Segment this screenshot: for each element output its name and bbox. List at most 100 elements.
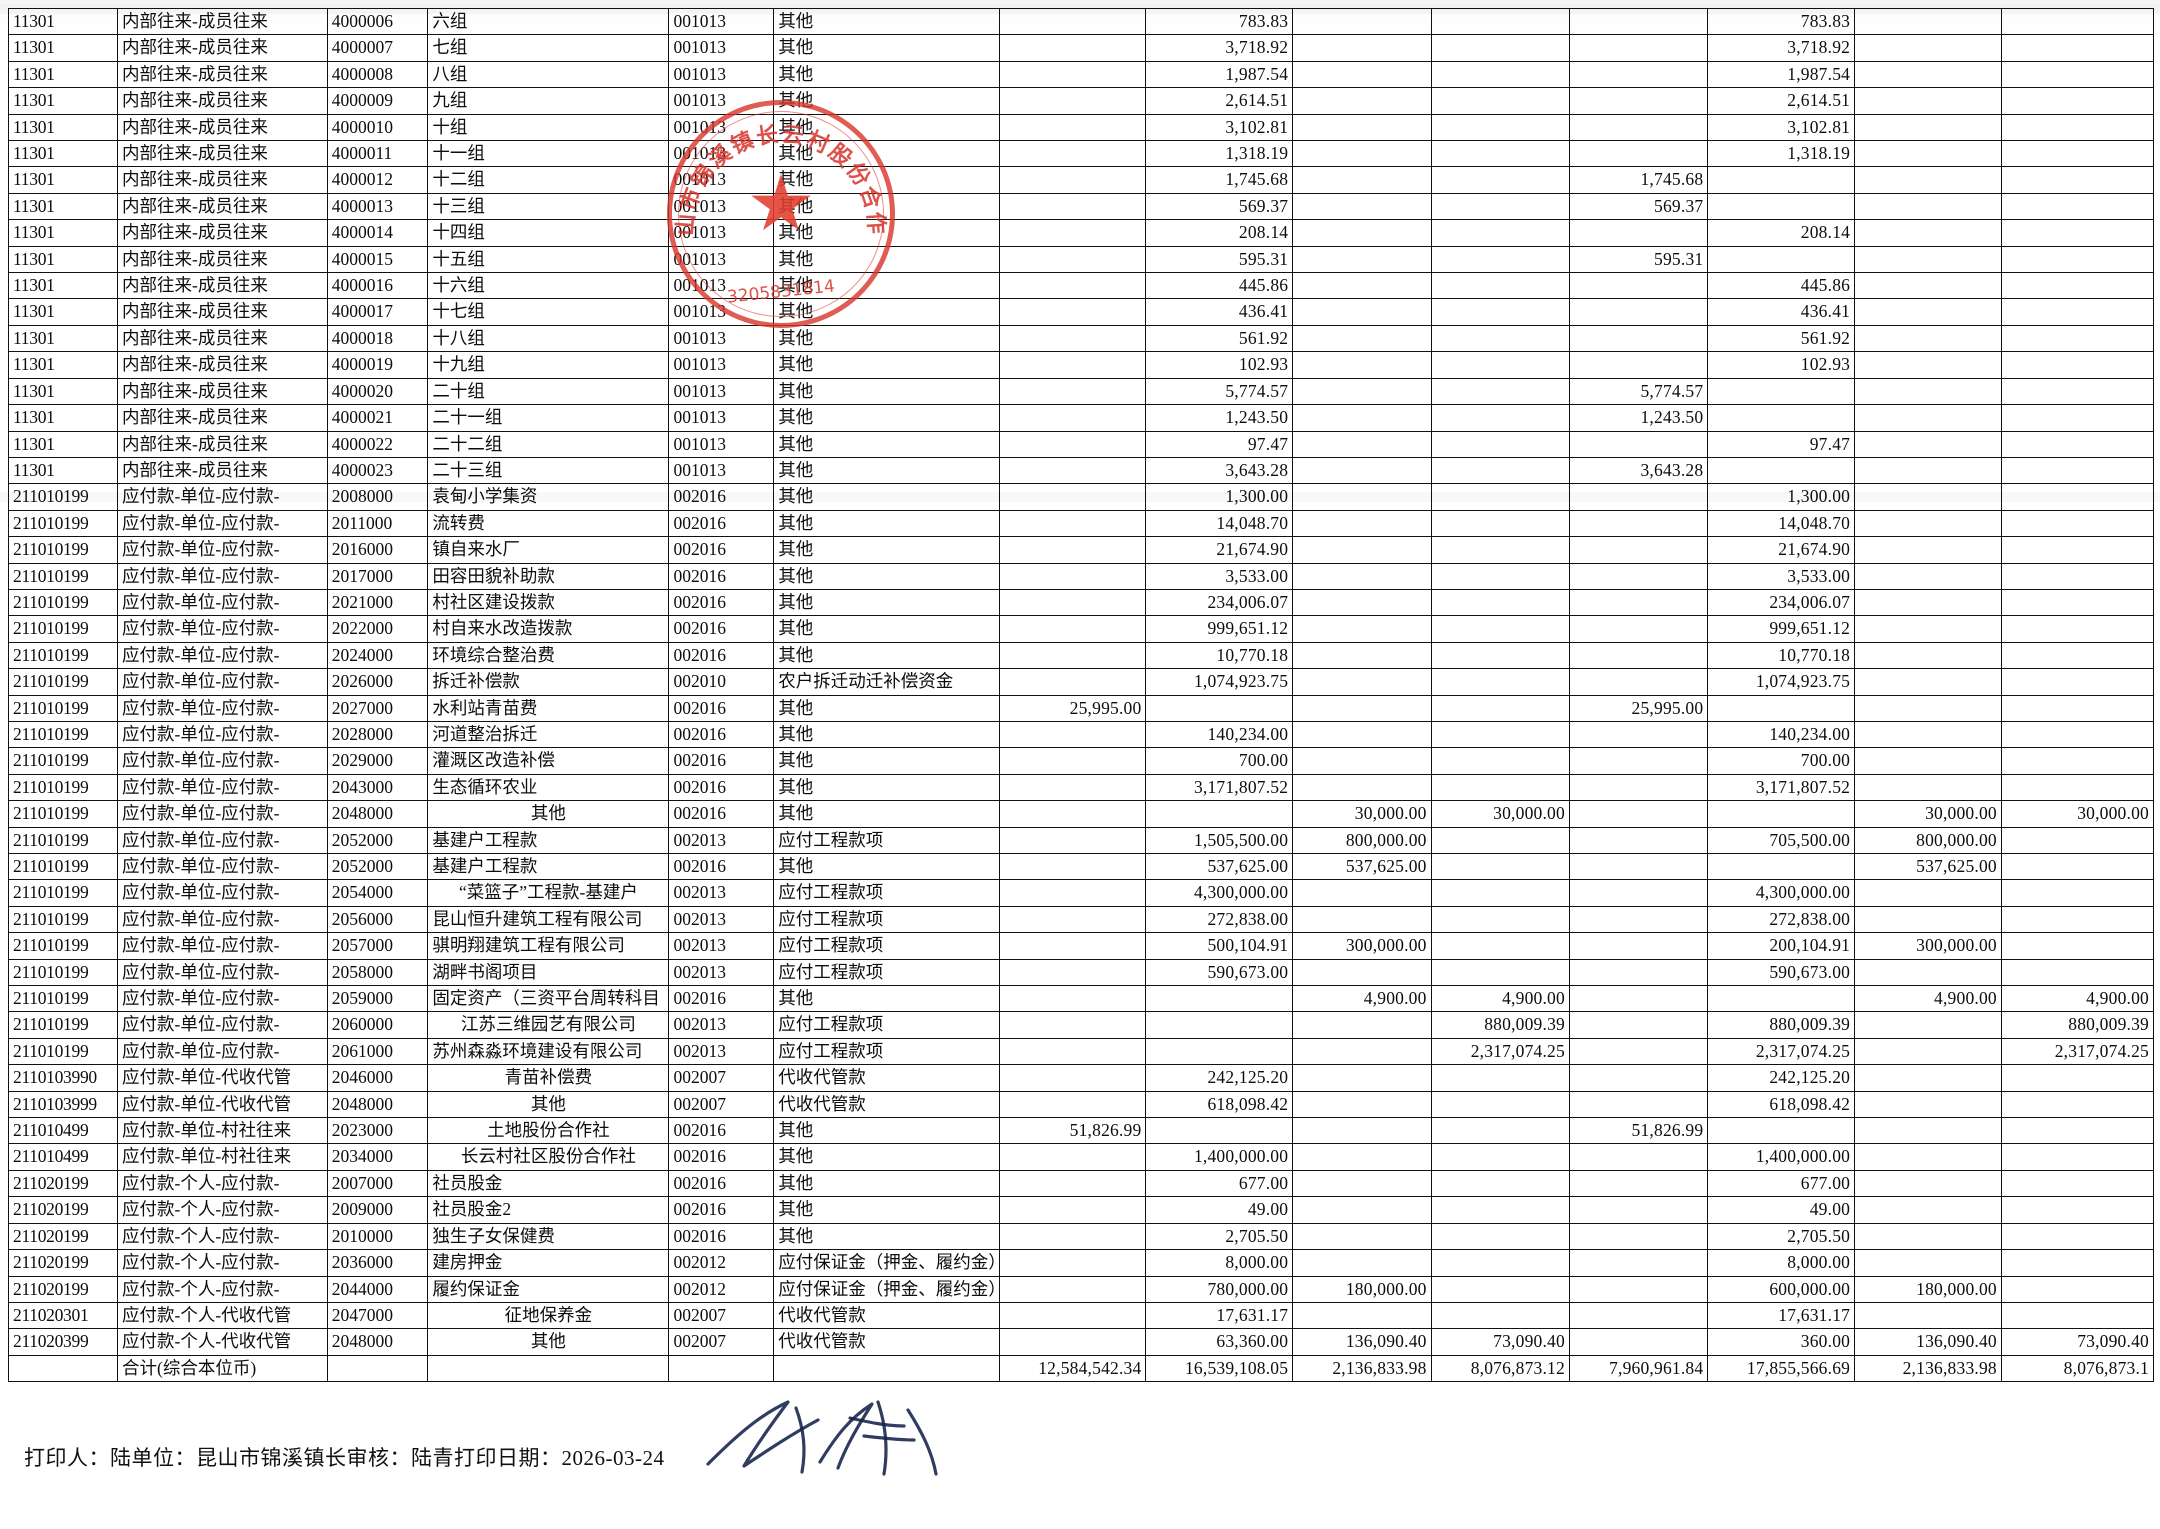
- cell-n4: [1430, 1301, 1570, 1330]
- table-row: 211020301 应付款-个人-代收代管 2047000 征地保养金 002007 代收…: [7, 1301, 2155, 1330]
- cell-aux: 4000015: [326, 245, 429, 274]
- cell-n2: 3,102.81: [1145, 113, 1294, 142]
- cell-clsname: 其他: [773, 800, 1000, 828]
- cell-code: 11301: [7, 7, 119, 36]
- cell-cls: 001013: [668, 140, 775, 168]
- cell-n3: [1292, 588, 1432, 617]
- cell-n7: [1854, 113, 2002, 142]
- cell-n2: 10,770.18: [1145, 641, 1294, 670]
- cell-n8: [2000, 1064, 2155, 1092]
- cell-n7: 537,625.00: [1854, 852, 2002, 881]
- cell-n2: 242,125.20: [1145, 1064, 1294, 1092]
- cell-aux: 2052000: [326, 826, 429, 855]
- cell-n1: [998, 800, 1147, 828]
- cell-aux: 4000014: [326, 219, 429, 247]
- cell-n3: [1292, 615, 1432, 643]
- cell-n2: 3,718.92: [1145, 34, 1294, 62]
- cell-name: 内部往来-成员往来: [117, 404, 328, 432]
- cell-cls: 001013: [668, 166, 775, 194]
- cell-aux: 4000016: [326, 272, 429, 300]
- cell-n7: [1854, 430, 2002, 458]
- cell-n8: [2000, 60, 2155, 89]
- cell-n6: 677.00: [1707, 1169, 1856, 1198]
- total-empty: [427, 1354, 670, 1383]
- cell-n7: [1854, 272, 2002, 300]
- cell-clsname: 代收代管款: [773, 1090, 1000, 1119]
- cell-clsname: 应付保证金（押金、履约金）等: [773, 1275, 1000, 1303]
- cell-clsname: 应付工程款项: [773, 905, 1000, 934]
- cell-n2: 102.93: [1145, 351, 1294, 379]
- cell-name: 内部往来-成员往来: [117, 430, 328, 458]
- cell-n5: [1568, 1196, 1709, 1224]
- cell-n5: 51,826.99: [1568, 1117, 1709, 1145]
- cell-n5: 569.37: [1568, 192, 1709, 221]
- cell-n7: [1854, 456, 2002, 485]
- cell-n2: 436.41: [1145, 298, 1294, 326]
- cell-n1: [998, 641, 1147, 670]
- cell-n3: 537,625.00: [1292, 852, 1432, 881]
- cell-clsname: 其他: [773, 324, 1000, 353]
- cell-n7: [1854, 219, 2002, 247]
- cell-code: 11301: [7, 87, 119, 115]
- cell-n5: [1568, 800, 1709, 828]
- cell-n6: [1707, 1117, 1856, 1145]
- cell-n6: 445.86: [1707, 272, 1856, 300]
- cell-n3: [1292, 720, 1432, 749]
- cell-n7: [1854, 694, 2002, 722]
- total-c-n1: 12,584,542.34: [998, 1354, 1147, 1383]
- cell-n5: [1568, 747, 1709, 775]
- cell-n2: 14,048.70: [1145, 509, 1294, 538]
- cell-n4: [1430, 509, 1570, 538]
- cell-auxname: 长云村社区股份合作社: [427, 1143, 670, 1171]
- cell-clsname: 应付工程款项: [773, 1037, 1000, 1066]
- cell-code: 211010199: [7, 536, 119, 564]
- cell-aux: 4000011: [326, 140, 429, 168]
- cell-auxname: 十组: [427, 113, 670, 142]
- cell-n2: 272,838.00: [1145, 905, 1294, 934]
- cell-name: 应付款-个人-应付款-: [117, 1196, 328, 1224]
- cell-clsname: 代收代管款: [773, 1301, 1000, 1330]
- cell-n3: [1292, 404, 1432, 432]
- cell-n7: 136,090.40: [1854, 1328, 2002, 1356]
- cell-auxname: 苏州森淼环境建设有限公司: [427, 1037, 670, 1066]
- cell-code: 211010199: [7, 905, 119, 934]
- cell-clsname: 代收代管款: [773, 1064, 1000, 1092]
- cell-n3: [1292, 536, 1432, 564]
- cell-n4: [1430, 404, 1570, 432]
- cell-auxname: 二十二组: [427, 430, 670, 458]
- cell-n6: [1707, 985, 1856, 1013]
- cell-n3: [1292, 958, 1432, 987]
- cell-n1: [998, 166, 1147, 194]
- cell-n1: [998, 588, 1147, 617]
- cell-n4: [1430, 272, 1570, 300]
- cell-aux: 2061000: [326, 1037, 429, 1066]
- cell-n4: [1430, 7, 1570, 36]
- cell-n4: [1430, 298, 1570, 326]
- cell-n5: [1568, 536, 1709, 564]
- cell-code: 211010199: [7, 562, 119, 590]
- table-row: 211020399 应付款-个人-代收代管 2048000 其他 002007 代收代管款…: [7, 1328, 2155, 1356]
- cell-n6: 3,533.00: [1707, 562, 1856, 590]
- cell-n5: [1568, 1011, 1709, 1039]
- cell-n6: 200,104.91: [1707, 932, 1856, 960]
- cell-n4: [1430, 852, 1570, 881]
- cell-n5: [1568, 87, 1709, 115]
- cell-n7: [1854, 615, 2002, 643]
- cell-n1: [998, 615, 1147, 643]
- cell-code: 211010199: [7, 773, 119, 802]
- cell-cls: 001013: [668, 219, 775, 247]
- table-row: 211010199 应付款-单位-应付款- 2058000 湖畔书阁项目 002013 应…: [7, 958, 2155, 987]
- cell-n3: [1292, 747, 1432, 775]
- cell-code: 211010199: [7, 1011, 119, 1039]
- cell-n4: [1430, 1196, 1570, 1224]
- cell-code: 2110103999: [7, 1090, 119, 1119]
- cell-n8: [2000, 7, 2155, 36]
- cell-auxname: 十五组: [427, 245, 670, 274]
- cell-clsname: 应付保证金（押金、履约金）等: [773, 1249, 1000, 1277]
- cell-code: 211010199: [7, 852, 119, 881]
- table-row: 11301 内部往来-成员往来 4000011 十一组 001013 其他 1,318.19…: [7, 140, 2155, 168]
- cell-clsname: 其他: [773, 166, 1000, 194]
- cell-n1: [998, 351, 1147, 379]
- cell-auxname: 建房押金: [427, 1249, 670, 1277]
- cell-code: 211010499: [7, 1143, 119, 1171]
